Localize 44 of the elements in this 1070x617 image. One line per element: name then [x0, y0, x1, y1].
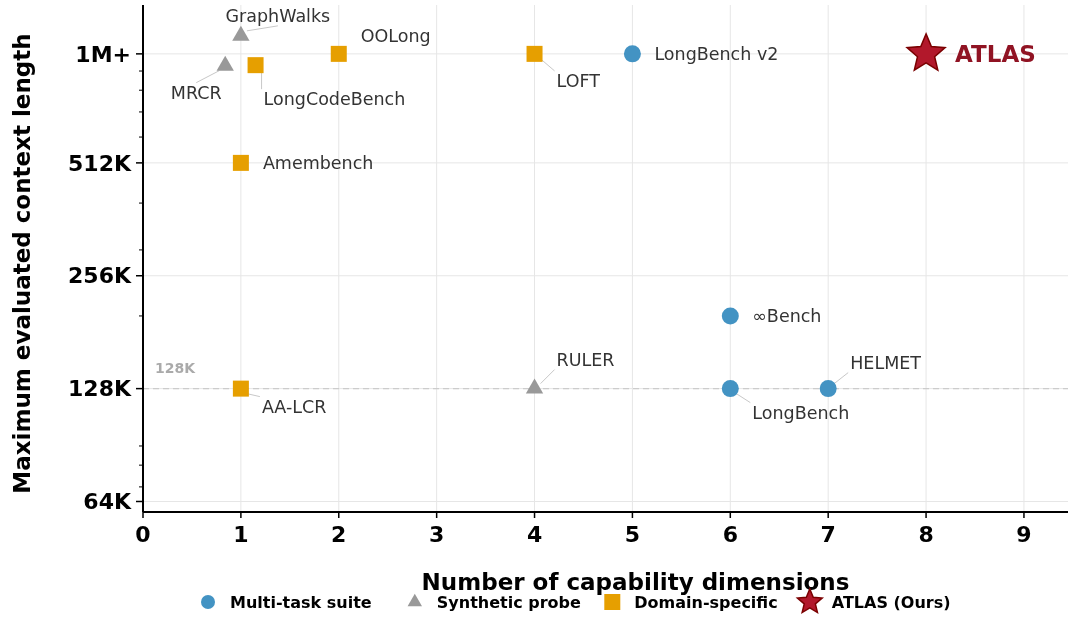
point: [526, 45, 543, 62]
annotation: OOLong: [360, 25, 431, 46]
point: [232, 380, 249, 397]
legend-label: Multi-task suite: [230, 592, 372, 612]
annotation: LongCodeBench: [263, 89, 406, 110]
ref-line-label: 128K: [155, 359, 197, 376]
x-tick-label: 7: [820, 522, 836, 547]
annotation: ATLAS: [955, 40, 1036, 67]
annotation: Amembench: [262, 153, 374, 173]
annotation: ∞Bench: [752, 306, 822, 327]
x-tick-label: 9: [1016, 522, 1032, 547]
legend-label: Synthetic probe: [436, 592, 582, 612]
point: [819, 380, 837, 398]
annotation: MRCR: [170, 82, 222, 103]
x-tick-label: 5: [624, 522, 641, 547]
x-tick-label: 1: [233, 522, 249, 547]
x-tick-label: 0: [135, 522, 151, 547]
y-tick-label: 128K: [68, 376, 132, 402]
point: [906, 33, 946, 71]
annotation: RULER: [556, 349, 615, 370]
annotation: HELMET: [850, 352, 922, 373]
x-tick-label: 8: [918, 522, 934, 547]
point: [721, 307, 739, 325]
annotation: LongBench v2: [654, 43, 779, 64]
legend-label: ATLAS (Ours): [831, 592, 951, 612]
annotation: GraphWalks: [225, 5, 331, 26]
y-tick-label: 1M+: [75, 41, 131, 67]
x-tick-label: 3: [428, 522, 445, 547]
point: [330, 45, 347, 62]
y-tick-label: 256K: [68, 263, 132, 289]
point: [247, 57, 264, 74]
annotation: AA-LCR: [261, 396, 327, 417]
x-axis-title: Number of capability dimensions: [421, 569, 850, 595]
point: [721, 380, 739, 398]
point: [623, 45, 641, 63]
x-tick-label: 4: [526, 522, 543, 547]
point: [232, 154, 249, 171]
annotation: LongBench: [752, 402, 850, 423]
x-tick-label: 2: [331, 522, 347, 547]
y-tick-label: 512K: [68, 150, 132, 176]
y-tick-label: 64K: [83, 489, 132, 515]
annotation: LOFT: [556, 70, 601, 91]
y-axis-title: Maximum evaluated context length: [9, 33, 35, 494]
x-tick-label: 6: [722, 522, 738, 547]
